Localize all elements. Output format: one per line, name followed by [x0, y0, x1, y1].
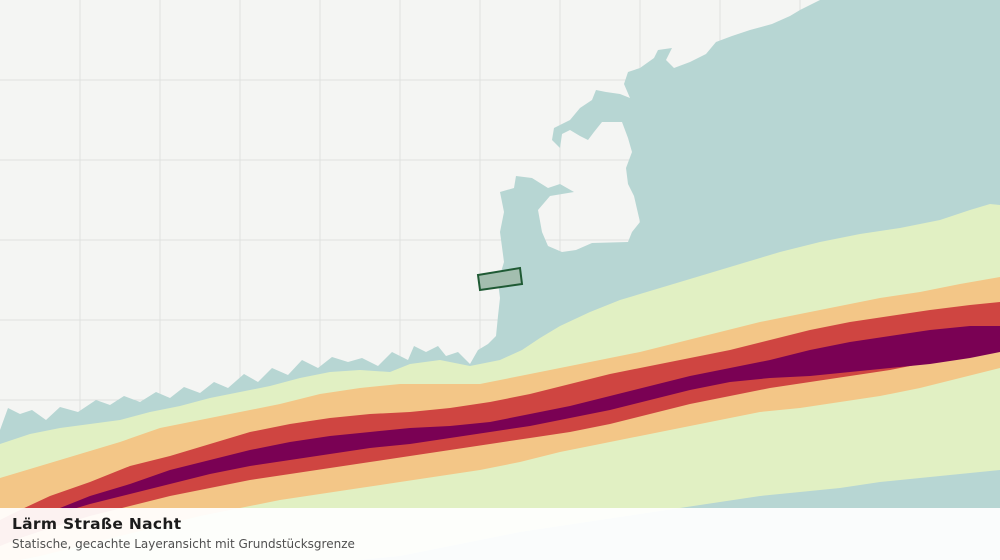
map-title: Lärm Straße Nacht — [12, 515, 182, 533]
noise-zone-very-high — [60, 326, 1000, 510]
map-caption: Lärm Straße Nacht Statische, gecachte La… — [0, 508, 1000, 560]
property-boundary[interactable] — [476, 266, 524, 292]
map-subtitle: Statische, gecachte Layeransicht mit Gru… — [12, 537, 355, 551]
